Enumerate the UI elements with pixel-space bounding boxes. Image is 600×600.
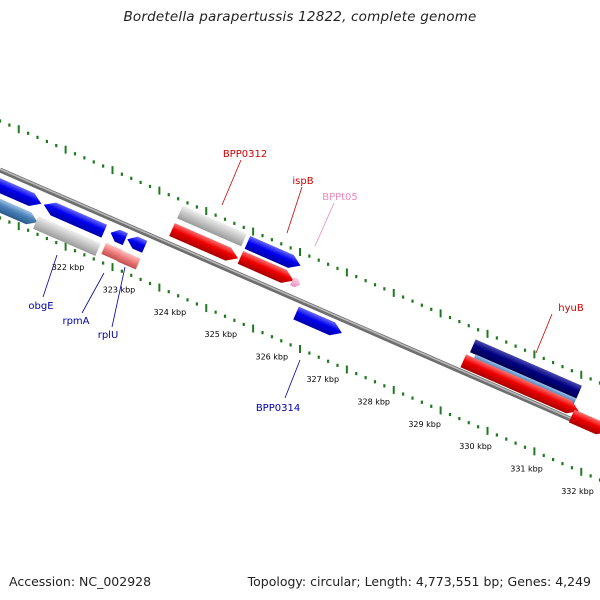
feature-cds-forward[interactable] [0, 171, 44, 210]
gene-label-leaders [42, 159, 553, 399]
scale-label: 332 kbp [561, 487, 594, 496]
gene-label-rpmA[interactable]: rpmA [62, 316, 89, 327]
feature-rna[interactable] [101, 242, 123, 262]
gene-label-ispB[interactable]: ispB [292, 176, 313, 187]
gene-label-BPPt05[interactable]: BPPt05 [322, 192, 358, 203]
feature-cds-forward[interactable] [0, 193, 40, 228]
scale-label: 324 kbp [154, 308, 187, 317]
genome-summary: Topology: circular; Length: 4,773,551 bp… [247, 574, 591, 589]
feature-cds-forward[interactable] [125, 233, 148, 253]
gene-label-hyuB[interactable]: hyuB [558, 303, 584, 314]
scale-label: 327 kbp [306, 375, 339, 384]
feature-cds-ispB[interactable] [244, 235, 304, 272]
feature-cds-forward[interactable] [108, 227, 128, 246]
outer-tick-track [0, 119, 600, 385]
feature-gene[interactable] [33, 215, 101, 257]
feature-track [0, 171, 600, 439]
gene-label-rplU[interactable]: rplU [98, 330, 119, 341]
scale-label: 331 kbp [510, 465, 543, 474]
feature-cds-BPP0314[interactable] [293, 306, 344, 340]
feature-cds-forward[interactable] [41, 198, 108, 238]
gene-labels: obgE rpmA rplU BPP0312 ispB BPPt05 BPP03… [28, 149, 583, 414]
scale-label: 329 kbp [408, 420, 441, 429]
scale-label: 328 kbp [357, 397, 390, 406]
genome-backbone [0, 167, 600, 435]
gene-label-BPP0314[interactable]: BPP0314 [256, 403, 300, 414]
feature-cds-hyuB[interactable] [470, 339, 582, 399]
map-title: Bordetella parapertussis 12822, complete… [123, 9, 477, 25]
scale-label: 326 kbp [255, 353, 288, 362]
gene-label-obgE[interactable]: obgE [28, 301, 53, 312]
scale-label: 325 kbp [205, 330, 238, 339]
feature-rna[interactable] [117, 250, 141, 270]
scale-labels: 322 kbp 323 kbp 324 kbp 325 kbp 326 kbp 327 k… [52, 263, 594, 496]
scale-label: 322 kbp [52, 263, 85, 272]
feature-cds-ispB[interactable] [237, 250, 297, 287]
scale-label: 330 kbp [459, 442, 492, 451]
scale-label: 323 kbp [103, 285, 136, 294]
feature-cds-BPP0312[interactable] [169, 223, 241, 265]
accession-label: Accession: NC_002928 [9, 574, 152, 589]
feature-gene-BPP0312[interactable] [177, 205, 247, 247]
inner-tick-track [0, 216, 600, 482]
feature-trna-BPPt05[interactable] [290, 277, 302, 289]
feature-cds-reverse[interactable] [568, 409, 600, 439]
gene-label-BPP0312[interactable]: BPP0312 [223, 149, 267, 160]
feature-cds-hyuB[interactable] [460, 354, 581, 417]
